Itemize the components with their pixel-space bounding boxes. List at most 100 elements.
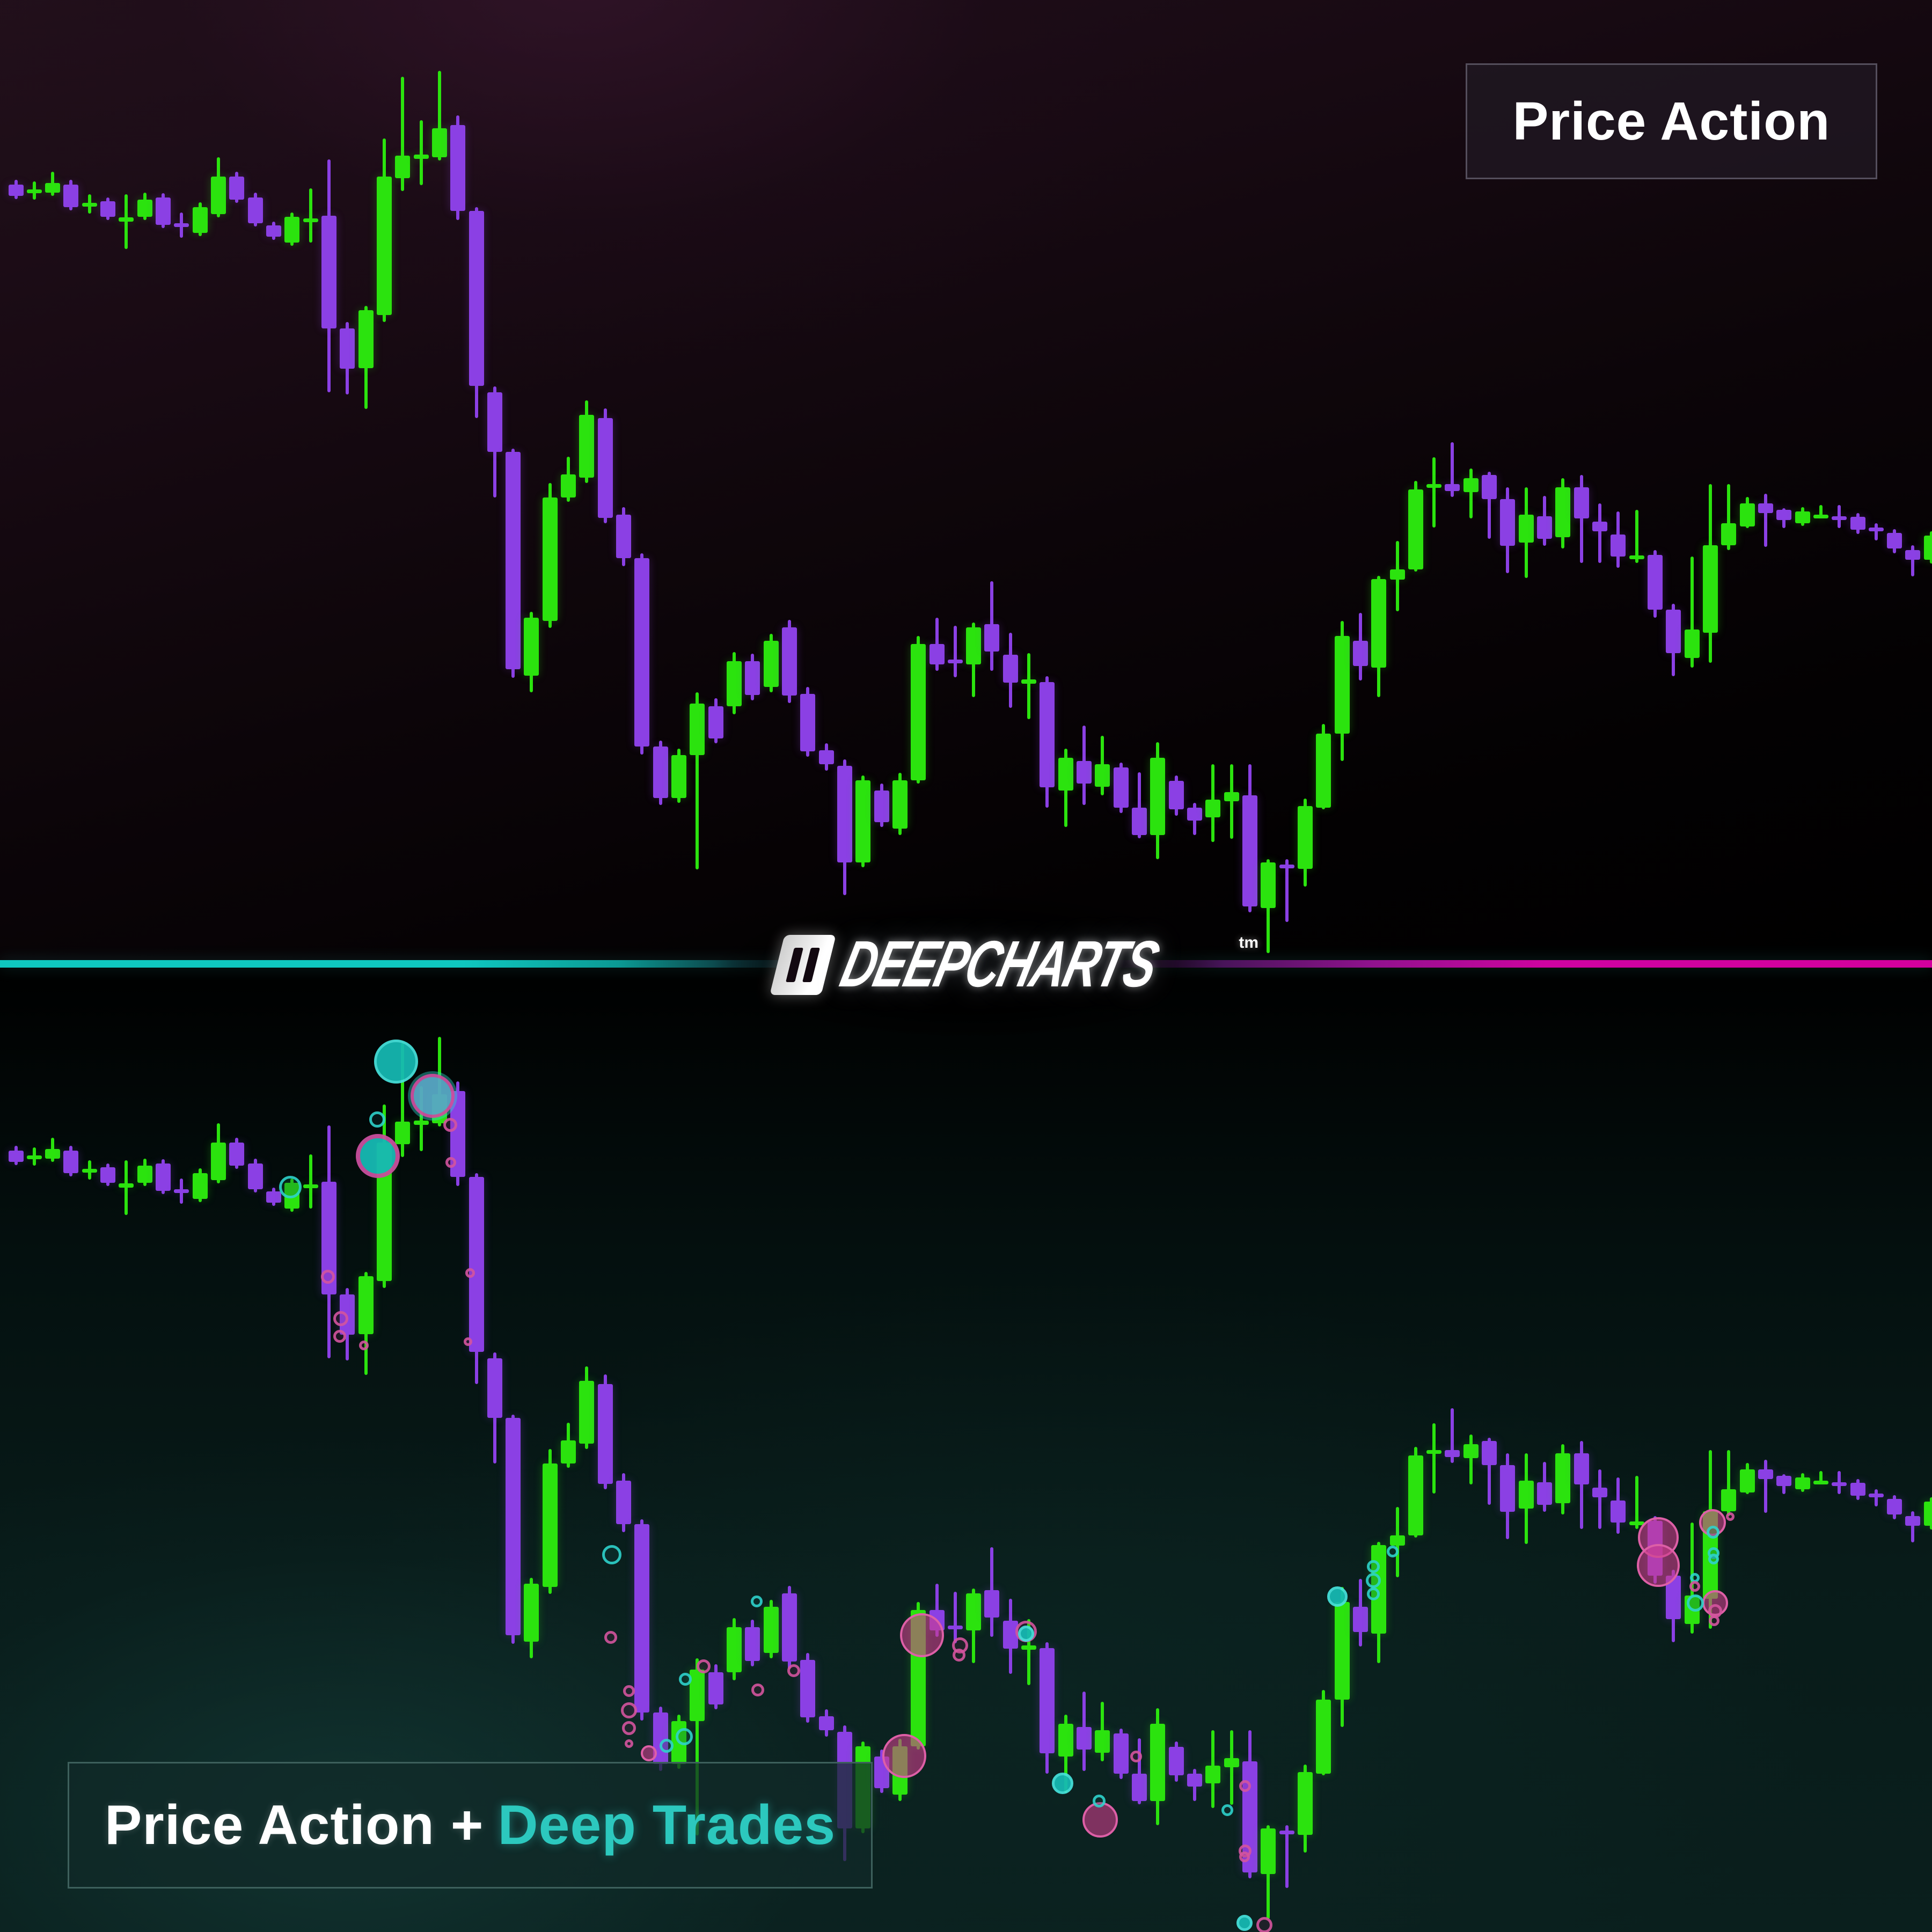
trade-bubble-buy — [1327, 1586, 1348, 1607]
candle-body — [1095, 1730, 1110, 1753]
candle-body — [1758, 503, 1773, 513]
candle-body — [1205, 799, 1221, 817]
trade-bubble-sell — [1130, 1751, 1142, 1762]
candle-wick — [1027, 653, 1031, 719]
candle-body — [358, 310, 374, 368]
trade-bubble-sell — [623, 1685, 635, 1697]
candle-wick — [401, 76, 405, 191]
candle-wick — [1027, 1619, 1031, 1685]
candle-body — [174, 1189, 189, 1193]
candle-body — [1813, 1480, 1828, 1484]
candle-body — [1647, 554, 1663, 610]
candle-body — [321, 216, 336, 328]
candle-wick — [1911, 1511, 1915, 1542]
candle-body — [1592, 522, 1608, 531]
candle-wick — [1488, 472, 1491, 539]
candle-body — [542, 497, 558, 621]
candle-body — [174, 223, 189, 227]
candle-wick — [1138, 1738, 1141, 1804]
candle-body — [1739, 503, 1755, 526]
candle-body — [1150, 757, 1166, 835]
trade-bubble-sell — [464, 1337, 472, 1346]
candle-body — [671, 755, 687, 798]
candle-body — [1316, 733, 1331, 808]
candle-body — [763, 1607, 779, 1653]
candle-body — [1021, 679, 1037, 684]
candle-body — [1776, 509, 1792, 520]
candle-body — [1242, 795, 1257, 906]
trade-bubble-sell — [900, 1613, 944, 1657]
trade-bubble-buy — [751, 1596, 763, 1607]
candle-body — [1555, 1453, 1571, 1503]
deep-trades-label-prefix: Price Action + — [104, 1794, 484, 1856]
candle-body — [763, 641, 779, 687]
candle-body — [1776, 1475, 1792, 1486]
candle-body — [818, 1716, 834, 1730]
candle-body — [266, 1191, 281, 1203]
candle-body — [745, 1627, 760, 1661]
candle-wick — [1690, 556, 1694, 668]
candle-body — [1408, 1455, 1423, 1535]
trade-bubble-sell — [1637, 1544, 1680, 1587]
candle-body — [1113, 767, 1129, 808]
candle-wick — [1911, 545, 1915, 576]
candle-body — [616, 1480, 632, 1524]
candle-body — [1168, 1747, 1184, 1775]
candle-wick — [125, 194, 128, 249]
candle-body — [708, 1672, 723, 1704]
candle-wick — [1727, 1450, 1731, 1516]
candle-wick — [1763, 1459, 1767, 1513]
trade-bubble-buy — [1093, 1795, 1106, 1807]
trade-bubble-sell — [622, 1721, 636, 1735]
candle-body — [1261, 862, 1276, 908]
candle-body — [229, 176, 245, 200]
candle-wick — [1598, 503, 1602, 563]
candle-body — [8, 184, 24, 196]
candle-body — [1482, 1441, 1497, 1465]
candle-body — [1279, 1831, 1294, 1834]
candle-body — [597, 418, 613, 518]
logo-bar-icon — [786, 948, 803, 982]
candle-body — [1058, 1723, 1073, 1757]
trade-bubble-buy — [1687, 1594, 1704, 1612]
trade-bubble-sell — [321, 1270, 335, 1284]
candle-body — [1352, 641, 1368, 666]
brand-name: DEEPCHARTS — [834, 927, 1165, 1000]
candle-body — [1187, 1773, 1202, 1787]
candle-body — [45, 1148, 61, 1159]
candle-body — [1758, 1469, 1773, 1479]
candle-wick — [1285, 1825, 1289, 1888]
candle-body — [1389, 569, 1405, 580]
candle-wick — [1469, 469, 1473, 518]
trade-bubble-buy — [1366, 1573, 1381, 1588]
trade-bubble-sell — [1256, 1917, 1272, 1932]
trade-bubble-buy — [1387, 1546, 1399, 1557]
candle-body — [726, 661, 742, 706]
candle-body — [781, 1593, 797, 1662]
deepcharts-logo-icon — [770, 935, 836, 995]
candle-body — [708, 706, 723, 738]
candle-body — [1592, 1488, 1608, 1497]
candle-body — [1316, 1699, 1331, 1774]
candle-wick — [1819, 1470, 1823, 1484]
candle-wick — [401, 1042, 405, 1157]
price-action-label: Price Action — [1466, 63, 1877, 179]
trademark-mark: tm — [1239, 934, 1259, 952]
candle-wick — [696, 692, 699, 869]
candle-body — [450, 125, 466, 211]
candle-body — [1205, 1765, 1221, 1783]
candle-body — [413, 155, 429, 159]
candle-body — [690, 1670, 705, 1721]
candle-body — [690, 704, 705, 755]
candle-body — [542, 1463, 558, 1587]
candle-body — [487, 1358, 502, 1418]
trade-bubble-buy — [279, 1176, 302, 1198]
candle-body — [100, 201, 116, 217]
candle-body — [156, 1163, 171, 1191]
trade-bubble-buy — [660, 1739, 674, 1753]
trade-bubble-buy — [369, 1111, 385, 1128]
candle-body — [1077, 1726, 1092, 1750]
candle-wick — [1451, 442, 1454, 497]
candle-wick — [1579, 475, 1583, 563]
candle-body — [1555, 487, 1571, 537]
